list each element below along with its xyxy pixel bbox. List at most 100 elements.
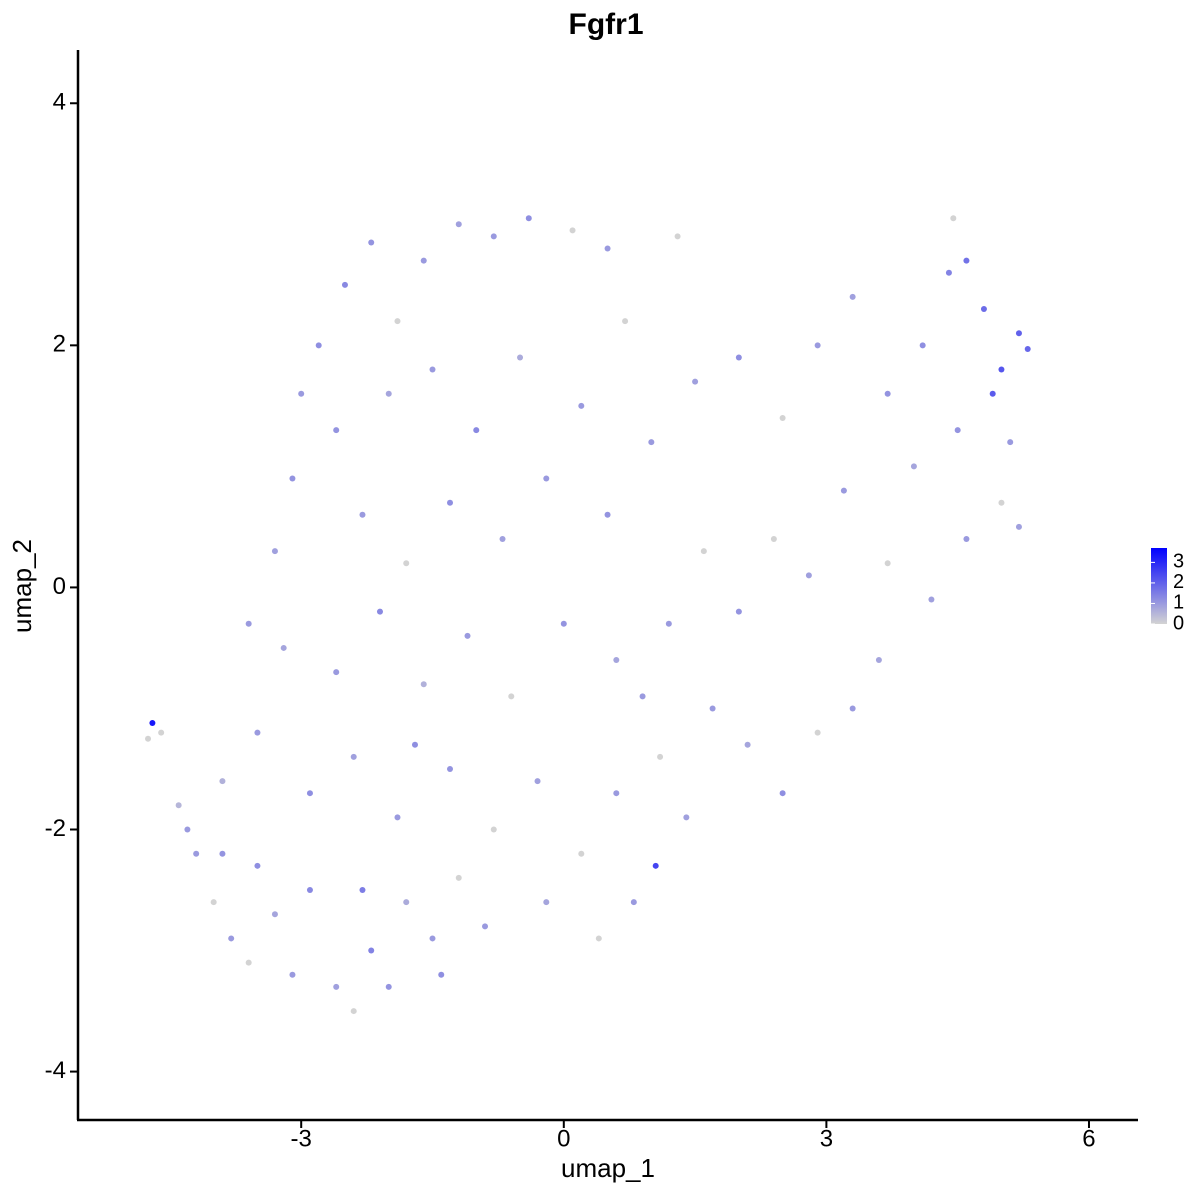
point [245,620,252,627]
point [963,257,970,264]
point [840,487,847,494]
point [158,729,165,736]
point [709,705,716,712]
point [604,245,611,252]
point [175,802,182,809]
y-tick-label: 0 [53,573,66,600]
point [473,427,480,434]
point [350,1008,357,1015]
point [543,899,550,906]
point [954,427,961,434]
point [595,935,602,942]
point [674,233,681,240]
colorbar-label: 3 [1173,551,1184,573]
point [490,233,497,240]
point [517,354,524,361]
point [998,499,1005,506]
point [333,669,340,676]
point [779,414,786,421]
point [429,935,436,942]
point [578,850,585,857]
point [613,790,620,797]
point [420,257,427,264]
point [193,850,200,857]
point [271,548,278,555]
point [219,850,226,857]
point [700,548,707,555]
y-axis-label: umap_2 [7,539,37,633]
point [910,463,917,470]
x-tick-label: 0 [557,1125,570,1152]
point [271,911,278,918]
point [420,681,427,688]
point [884,560,891,567]
point [333,983,340,990]
point [543,475,550,482]
point [884,390,891,397]
point [770,536,777,543]
point [394,814,401,821]
point [368,239,375,246]
point [438,971,445,978]
point [657,753,664,760]
point [805,572,812,579]
point [306,790,313,797]
point [289,971,296,978]
point [341,281,348,288]
point [385,983,392,990]
chart-title: Fgfr1 [569,8,644,41]
point [919,342,926,349]
point [219,778,226,785]
point [490,826,497,833]
point [744,741,751,748]
y-tick-label: 2 [53,331,66,358]
point [298,390,305,397]
point [411,741,418,748]
point [306,887,313,894]
point [359,511,366,518]
point [447,765,454,772]
point [403,560,410,567]
point [315,342,322,349]
point [814,342,821,349]
point [622,318,629,325]
point [359,887,366,894]
x-tick-label: 3 [820,1125,833,1152]
point [950,215,957,222]
point [779,790,786,797]
point [455,874,462,881]
point [735,354,742,361]
point [228,935,235,942]
point [980,306,987,313]
colorbar [1151,548,1167,624]
point [648,439,655,446]
point [814,729,821,736]
point [254,729,261,736]
point [849,705,856,712]
point [455,221,462,228]
point [998,366,1005,373]
point [508,693,515,700]
colorbar-label: 0 [1173,612,1184,634]
point [652,862,659,869]
point [245,959,252,966]
point [1007,439,1014,446]
point [254,862,261,869]
point [499,536,506,543]
point [665,620,672,627]
point [683,814,690,821]
point [464,632,471,639]
point [613,657,620,664]
point [368,947,375,954]
colorbar-label: 1 [1173,592,1184,614]
point [604,511,611,518]
x-tick-label: -3 [291,1125,312,1152]
point [578,402,585,409]
y-tick-label: -4 [45,1057,66,1084]
point [692,378,699,385]
point [630,899,637,906]
point [385,390,392,397]
point [145,735,152,742]
point [735,608,742,615]
point [849,293,856,300]
